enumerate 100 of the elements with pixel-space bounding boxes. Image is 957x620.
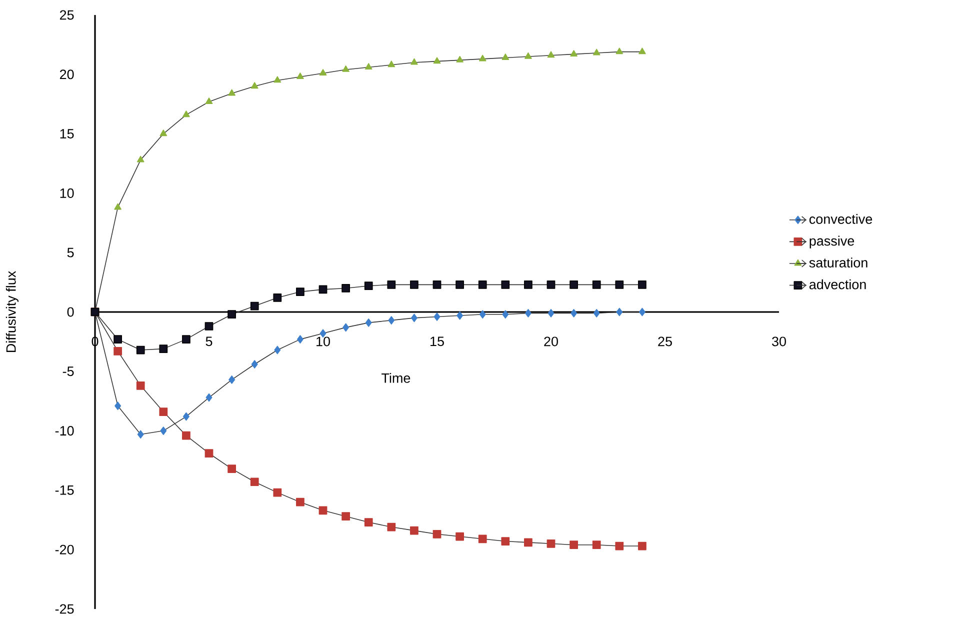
legend-label: convective (809, 214, 872, 224)
point (410, 314, 418, 322)
point (318, 285, 328, 294)
point (592, 280, 601, 289)
y-tick-label: -5 (62, 366, 74, 376)
point (388, 60, 396, 68)
point (365, 318, 372, 327)
point (114, 203, 122, 210)
x-axis-title: Time (382, 372, 410, 383)
point (501, 537, 510, 546)
point (570, 50, 578, 56)
y-tick-label: 25 (60, 10, 74, 20)
point (570, 540, 578, 550)
point (274, 346, 281, 354)
point (228, 376, 236, 384)
point (478, 54, 486, 62)
point (137, 430, 144, 439)
point (182, 110, 190, 118)
point (364, 518, 373, 526)
point (432, 530, 442, 538)
point (296, 72, 304, 80)
point (318, 506, 328, 515)
point (251, 360, 258, 368)
point (456, 56, 464, 62)
point (342, 65, 350, 72)
x-tick-label: 25 (658, 336, 672, 346)
point (592, 48, 600, 56)
point (387, 522, 396, 532)
point (502, 310, 509, 319)
point (638, 542, 646, 550)
point (546, 539, 556, 548)
point (296, 335, 304, 344)
point (546, 280, 556, 289)
point (434, 312, 440, 321)
point (432, 280, 442, 289)
point (182, 431, 190, 440)
y-tick-label: -10 (55, 426, 74, 436)
point (456, 280, 464, 289)
point (159, 408, 168, 416)
point (182, 335, 190, 344)
point (570, 280, 578, 289)
y-tick-label: 10 (60, 188, 74, 198)
point (296, 288, 304, 296)
y-tick-label: 5 (67, 248, 74, 258)
point (593, 308, 600, 318)
point (114, 347, 122, 356)
point (250, 302, 259, 310)
y-tick-label: 20 (60, 70, 74, 80)
point (205, 98, 213, 104)
point (478, 534, 487, 544)
point (456, 311, 464, 320)
y-tick-label: -15 (55, 485, 74, 495)
point (456, 532, 464, 541)
point (296, 498, 304, 506)
x-tick-label: 20 (544, 336, 558, 346)
point (524, 52, 532, 59)
point (616, 48, 624, 54)
point (364, 63, 372, 70)
point (592, 540, 601, 550)
point (273, 488, 282, 497)
point (616, 308, 623, 316)
legend-label: saturation (809, 258, 868, 268)
point (638, 280, 646, 289)
legend-label: passive (810, 236, 854, 248)
point (319, 69, 327, 76)
y-tick-label: 15 (60, 129, 74, 138)
point (547, 51, 555, 58)
point (501, 280, 510, 289)
point (342, 323, 350, 332)
point (114, 402, 122, 410)
point (159, 344, 168, 354)
y-tick-label: -20 (55, 544, 74, 554)
point (615, 280, 624, 289)
x-tick-label: 30 (772, 336, 786, 346)
point (136, 346, 145, 354)
point (160, 130, 168, 136)
point (206, 393, 212, 402)
point (228, 89, 236, 96)
point (136, 156, 144, 162)
x-tick-label: 5 (206, 336, 212, 346)
point (524, 280, 532, 289)
x-tick-label: 15 (430, 336, 444, 346)
point (228, 464, 236, 473)
point (638, 308, 646, 316)
point (638, 48, 646, 54)
point (410, 58, 418, 65)
point (478, 280, 487, 289)
point (274, 76, 282, 83)
point (114, 335, 122, 344)
point (524, 308, 532, 318)
point (204, 449, 214, 458)
point (388, 316, 395, 324)
point (570, 308, 578, 318)
point (387, 280, 396, 289)
point (615, 542, 624, 550)
point (548, 308, 554, 318)
point (182, 412, 190, 421)
point (273, 294, 282, 302)
point (502, 54, 510, 60)
point (136, 381, 145, 390)
